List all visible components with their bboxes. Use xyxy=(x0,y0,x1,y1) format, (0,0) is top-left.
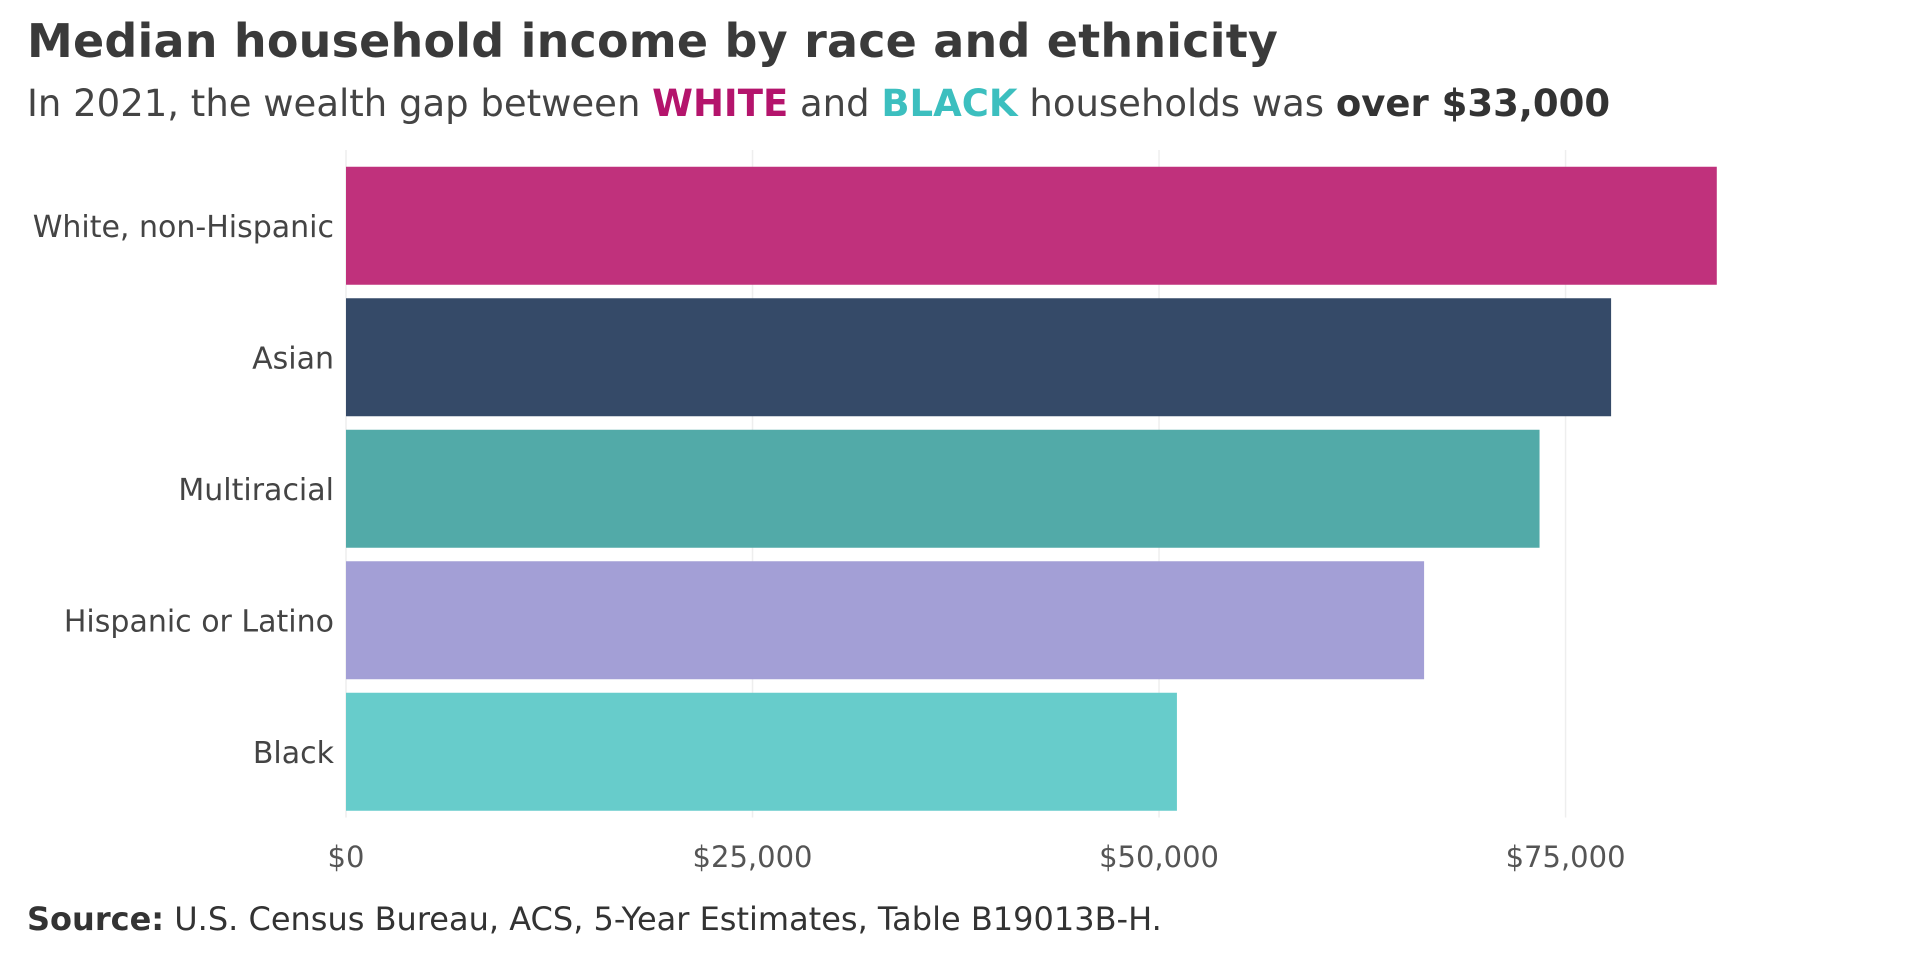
x-tick-label: $25,000 xyxy=(693,840,813,874)
category-label: Asian xyxy=(252,341,334,376)
category-label: Hispanic or Latino xyxy=(64,604,334,639)
source-label: Source: xyxy=(27,900,165,938)
bars xyxy=(346,166,1717,811)
source-note: Source: U.S. Census Bureau, ACS, 5-Year … xyxy=(27,900,1162,938)
bar xyxy=(346,298,1612,417)
category-label: White, non-Hispanic xyxy=(33,210,334,245)
subtitle-black-highlight: BLACK xyxy=(881,82,1018,125)
subtitle-middle: households was xyxy=(1017,82,1336,125)
x-tick-label: $0 xyxy=(328,840,365,874)
x-tick-label: $75,000 xyxy=(1506,840,1626,874)
chart-subtitle: In 2021, the wealth gap between WHITE an… xyxy=(27,82,1610,125)
bar xyxy=(346,429,1540,548)
subtitle-and: and xyxy=(788,82,882,125)
x-tick-label: $50,000 xyxy=(1099,840,1219,874)
bar-chart: White, non-Hispanic Asian Multiracial Hispa… xyxy=(33,150,1717,874)
source-text: U.S. Census Bureau, ACS, 5-Year Estimate… xyxy=(164,900,1162,938)
subtitle-prefix: In 2021, the wealth gap between xyxy=(27,82,653,125)
chart-title: Median household income by race and ethn… xyxy=(27,14,1279,68)
x-axis-tick-labels: $0 $25,000 $50,000 $75,000 xyxy=(328,840,1626,874)
bar xyxy=(346,561,1425,680)
bar xyxy=(346,692,1177,811)
subtitle-white-highlight: WHITE xyxy=(652,82,789,125)
category-labels: White, non-Hispanic Asian Multiracial Hispa… xyxy=(33,210,335,771)
category-label: Multiracial xyxy=(178,473,334,508)
category-label: Black xyxy=(253,736,335,771)
subtitle-emphasis: over $33,000 xyxy=(1335,82,1611,125)
bar xyxy=(346,166,1717,285)
